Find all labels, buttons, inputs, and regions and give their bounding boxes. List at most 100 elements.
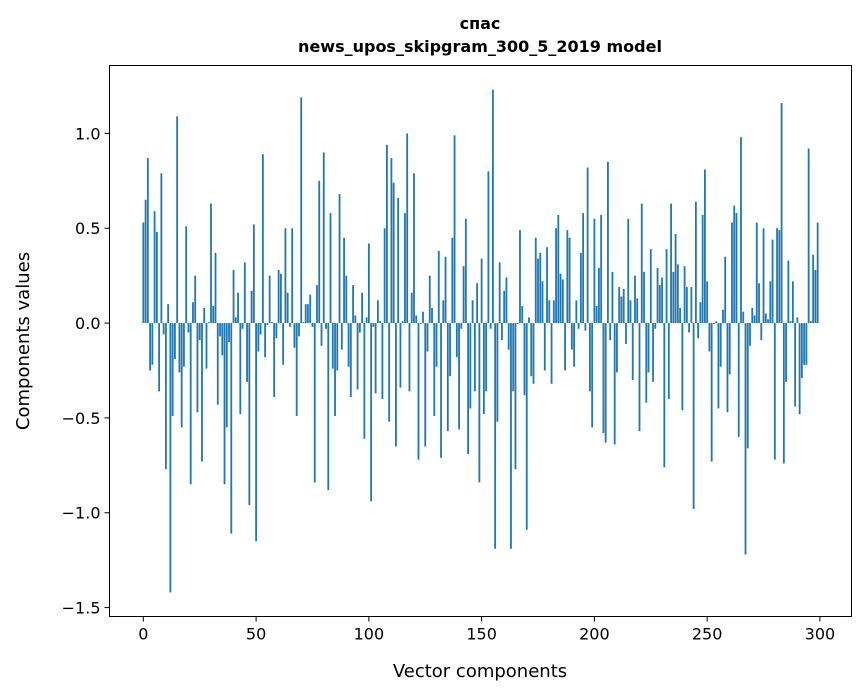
bar-component-237 (676, 264, 679, 324)
bar-component-190 (570, 323, 573, 350)
bar-component-5 (153, 211, 156, 324)
bar-component-224 (647, 323, 650, 373)
bar-component-196 (584, 323, 587, 331)
bar-component-59 (275, 323, 278, 339)
bar-component-132 (440, 323, 442, 458)
bar-component-115 (401, 321, 404, 324)
bar-component-202 (598, 268, 600, 324)
bar-component-69 (298, 323, 300, 337)
bar-component-117 (406, 133, 409, 324)
bar-component-26 (201, 323, 203, 462)
bar-component-126 (426, 323, 429, 352)
bar-component-129 (433, 323, 436, 417)
bar-component-214 (625, 323, 627, 344)
bar-component-282 (778, 230, 781, 324)
bar-component-25 (198, 323, 201, 341)
bar-component-175 (537, 258, 539, 324)
bar-component-242 (688, 323, 691, 333)
bar-component-76 (313, 323, 316, 483)
bar-component-112 (395, 323, 397, 447)
bar-component-205 (604, 323, 607, 443)
bar-component-154 (489, 323, 492, 329)
x-tick-label: 150 (466, 625, 497, 644)
bar-component-176 (539, 252, 542, 324)
bar-component-217 (631, 323, 634, 380)
bar-component-194 (579, 252, 582, 324)
bar-component-96 (358, 323, 361, 333)
bar-component-161 (505, 277, 508, 324)
bar-component-145 (469, 323, 472, 409)
bar-component-3 (149, 323, 151, 371)
bar-component-66 (291, 228, 294, 324)
bar-component-54 (264, 323, 267, 358)
bar-component-151 (482, 323, 485, 415)
bar-component-272 (755, 222, 758, 324)
bar-component-215 (627, 218, 630, 324)
bar-component-163 (510, 323, 512, 549)
bar-component-235 (672, 271, 675, 324)
bar-component-44 (241, 323, 244, 329)
bar-component-18 (183, 323, 185, 367)
bar-component-244 (692, 323, 695, 509)
bar-component-78 (318, 180, 321, 324)
bar-component-200 (593, 218, 596, 324)
bar-component-28 (205, 323, 208, 369)
bar-component-32 (214, 252, 217, 324)
bar-component-189 (568, 237, 571, 324)
bar-component-208 (611, 271, 614, 324)
bar-component-226 (652, 323, 654, 382)
bar-component-180 (548, 300, 551, 324)
bar-component-164 (512, 323, 515, 392)
bar-component-212 (620, 296, 623, 324)
bar-component-11 (167, 304, 170, 324)
bar-component-167 (519, 230, 521, 324)
bar-component-179 (546, 247, 548, 324)
bar-component-33 (216, 323, 219, 405)
bar-component-38 (228, 323, 230, 343)
bar-component-223 (645, 323, 648, 403)
bar-component-39 (230, 323, 233, 534)
bar-component-6 (155, 232, 158, 324)
bar-component-86 (336, 323, 339, 371)
bar-component-93 (352, 285, 354, 324)
bar-component-20 (187, 323, 190, 333)
bar-component-8 (160, 173, 163, 324)
bar-component-182 (552, 300, 555, 324)
bar-component-60 (277, 269, 280, 324)
bar-component-36 (223, 323, 226, 485)
bar-component-274 (760, 323, 763, 341)
bar-component-155 (492, 89, 494, 324)
bar-component-266 (742, 311, 745, 324)
bar-component-62 (282, 323, 285, 365)
bar-component-108 (386, 144, 388, 324)
bar-component-105 (379, 321, 382, 324)
bar-component-273 (758, 283, 760, 324)
bar-component-101 (370, 323, 373, 502)
bar-component-51 (257, 323, 260, 352)
bar-component-203 (600, 214, 603, 324)
bar-component-31 (212, 306, 215, 324)
bar-component-131 (437, 251, 440, 324)
bar-component-199 (591, 323, 594, 428)
bar-component-158 (498, 262, 501, 324)
bar-component-70 (300, 97, 303, 324)
bar-component-293 (803, 323, 806, 365)
bar-component-295 (807, 148, 810, 324)
bar-component-116 (404, 213, 406, 324)
bar-component-147 (473, 323, 476, 392)
bar-component-169 (523, 323, 526, 396)
bar-component-192 (575, 300, 578, 324)
bar-component-222 (643, 271, 645, 324)
bar-component-98 (363, 323, 366, 439)
bar-component-41 (234, 317, 237, 324)
bar-component-256 (719, 323, 722, 367)
bar-component-83 (329, 213, 332, 324)
bar-component-291 (798, 323, 801, 415)
bar-component-65 (289, 323, 291, 327)
bar-component-193 (577, 323, 580, 329)
bar-component-168 (521, 306, 524, 324)
bar-component-138 (453, 135, 456, 324)
bar-component-64 (286, 292, 289, 324)
bar-component-281 (776, 228, 778, 324)
